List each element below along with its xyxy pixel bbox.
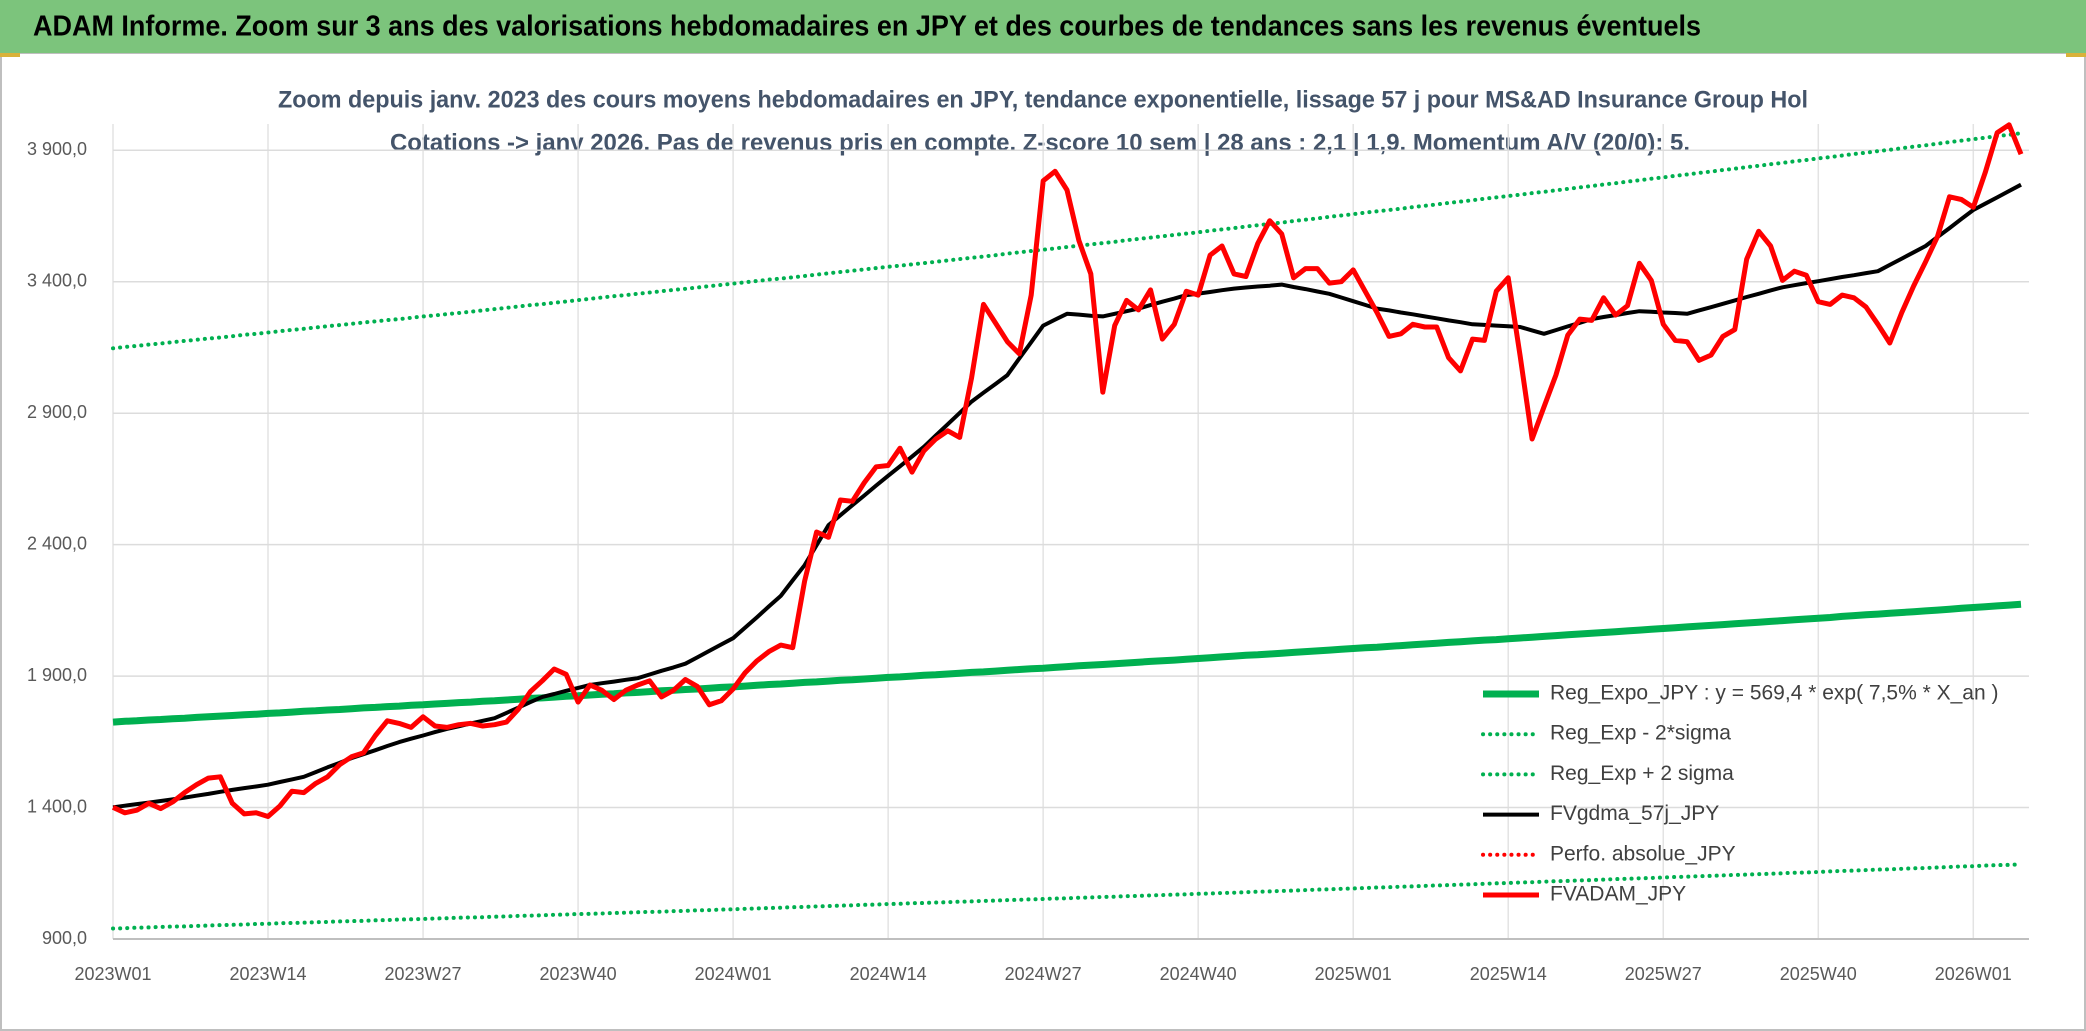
corner (2066, 53, 2086, 57)
y-tick-label: 1 900,0 (27, 665, 87, 685)
corner (0, 53, 20, 57)
x-tick-label: 2024W40 (1160, 964, 1237, 984)
y-tick-label: 3 900,0 (27, 139, 87, 159)
x-tick-label: 2023W14 (229, 964, 306, 984)
x-tick-label: 2024W14 (850, 964, 927, 984)
subtitle: Cotations -> janv 2026. Pas de revenus p… (390, 129, 1690, 156)
legend-label: Perfo. absolue_JPY (1550, 842, 1736, 865)
y-tick-label: 2 900,0 (27, 402, 87, 422)
x-tick-label: 2025W27 (1625, 964, 1702, 984)
y-tick-label: 3 400,0 (27, 270, 87, 290)
legend-label: FVADAM_JPY (1550, 883, 1686, 906)
x-tick-label: 2025W40 (1780, 964, 1857, 984)
series-line (111, 122, 2024, 819)
x-tick-label: 2023W40 (540, 964, 617, 984)
subtitle: Zoom depuis janv. 2023 des cours moyens … (278, 86, 1808, 113)
chart-title: ADAM Informe. Zoom sur 3 ans des valoris… (33, 11, 1701, 43)
y-tick-label: 2 400,0 (27, 533, 87, 553)
y-tick-label: 1 400,0 (27, 796, 87, 816)
series-line (112, 182, 2022, 810)
series-line (111, 131, 2023, 351)
x-tick-label: 2025W01 (1315, 964, 1392, 984)
legend-label: FVgdma_57j_JPY (1550, 802, 1719, 825)
x-tick-label: 2024W01 (695, 964, 772, 984)
series-line (111, 862, 2023, 931)
x-tick-label: 2024W27 (1005, 964, 1082, 984)
x-tick-label: 2023W01 (74, 964, 151, 984)
title-bar (0, 0, 2086, 53)
legend-label: Reg_Expo_JPY : y = 569,4 * exp( 7,5% * X… (1550, 682, 1998, 705)
x-tick-label: 2025W14 (1470, 964, 1547, 984)
x-tick-label: 2023W27 (385, 964, 462, 984)
y-tick-label: 900,0 (42, 928, 87, 948)
x-tick-label: 2026W01 (1935, 964, 2012, 984)
series-line (112, 600, 2022, 726)
legend-label: Reg_Exp + 2 sigma (1550, 762, 1734, 785)
legend-label: Reg_Exp - 2*sigma (1550, 722, 1731, 745)
